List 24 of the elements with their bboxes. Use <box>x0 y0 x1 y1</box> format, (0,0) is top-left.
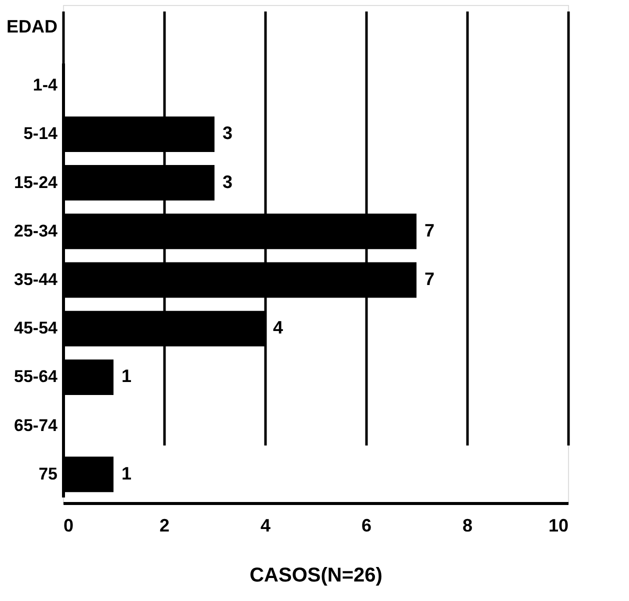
y-tick-label: 55-64 <box>14 367 58 386</box>
x-tick-label: 4 <box>260 516 271 536</box>
data-label: 7 <box>424 269 435 289</box>
y-tick-label: 65-74 <box>14 416 58 435</box>
y-tick-label: 25-34 <box>14 221 58 240</box>
x-tick-label: 0 <box>64 516 74 536</box>
y-axis-title: EDAD <box>6 16 58 36</box>
y-tick-label: 45-54 <box>14 318 58 338</box>
data-label: 3 <box>222 172 233 192</box>
y-tick-label: 35-44 <box>14 270 58 289</box>
data-label: 4 <box>273 318 284 338</box>
y-tick-label: 5-14 <box>23 124 58 144</box>
data-label: 1 <box>122 366 132 386</box>
data-label: 7 <box>424 220 435 240</box>
x-tick-label: 6 <box>361 516 372 536</box>
data-label: 1 <box>122 463 132 484</box>
x-tick-label: 8 <box>462 516 473 536</box>
data-label: 3 <box>222 123 233 144</box>
x-tick-label: 10 <box>548 516 568 536</box>
y-tick-label: 1-4 <box>32 76 58 95</box>
y-tick-label: 15-24 <box>14 172 58 192</box>
x-axis-title: CASOS(N=26) <box>250 564 382 586</box>
y-tick-label: 75 <box>38 464 58 484</box>
x-tick-label: 2 <box>159 516 170 536</box>
